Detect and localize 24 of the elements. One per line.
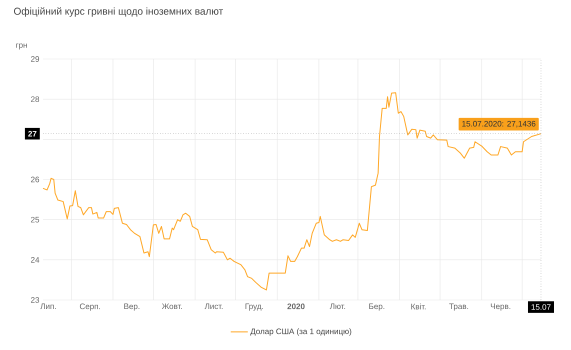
- y-tick-label: 28: [30, 96, 40, 102]
- y-tick-label: 24: [30, 257, 40, 263]
- x-tick-label: Бер.: [369, 304, 384, 311]
- x-tick-label: Трав.: [449, 304, 468, 311]
- x-tick-label: Лип.: [40, 304, 56, 310]
- x-tick-label: Черв.: [490, 304, 510, 311]
- x-tick-label: Вер.: [124, 304, 140, 311]
- x-tick-label: Груд.: [246, 304, 264, 311]
- y-tick-label: 23: [30, 297, 40, 303]
- x-tick-label: Лист.: [204, 304, 223, 310]
- x-tick-label: Серп.: [80, 304, 100, 311]
- x-tick-label: Жовт.: [162, 304, 182, 310]
- ref-line-label: 27: [28, 130, 36, 136]
- annotation: 15.07.2020: 27,1436: [462, 120, 536, 128]
- x-tick-label: 15.07: [532, 304, 551, 310]
- y-tick-label: 29: [30, 56, 40, 62]
- x-tick-label: 2020: [287, 304, 305, 310]
- y-tick-label: 26: [30, 176, 40, 182]
- x-tick-label: Квіт.: [411, 304, 426, 310]
- chart-title: Офіційний курс гривні щодо іноземних валют: [14, 7, 224, 17]
- y-axis-title: грн: [16, 44, 27, 50]
- legend-label: Долар США (за 1 одиницю): [250, 328, 352, 336]
- x-tick-label: Лют.: [330, 304, 346, 310]
- y-tick-label: 25: [30, 216, 40, 222]
